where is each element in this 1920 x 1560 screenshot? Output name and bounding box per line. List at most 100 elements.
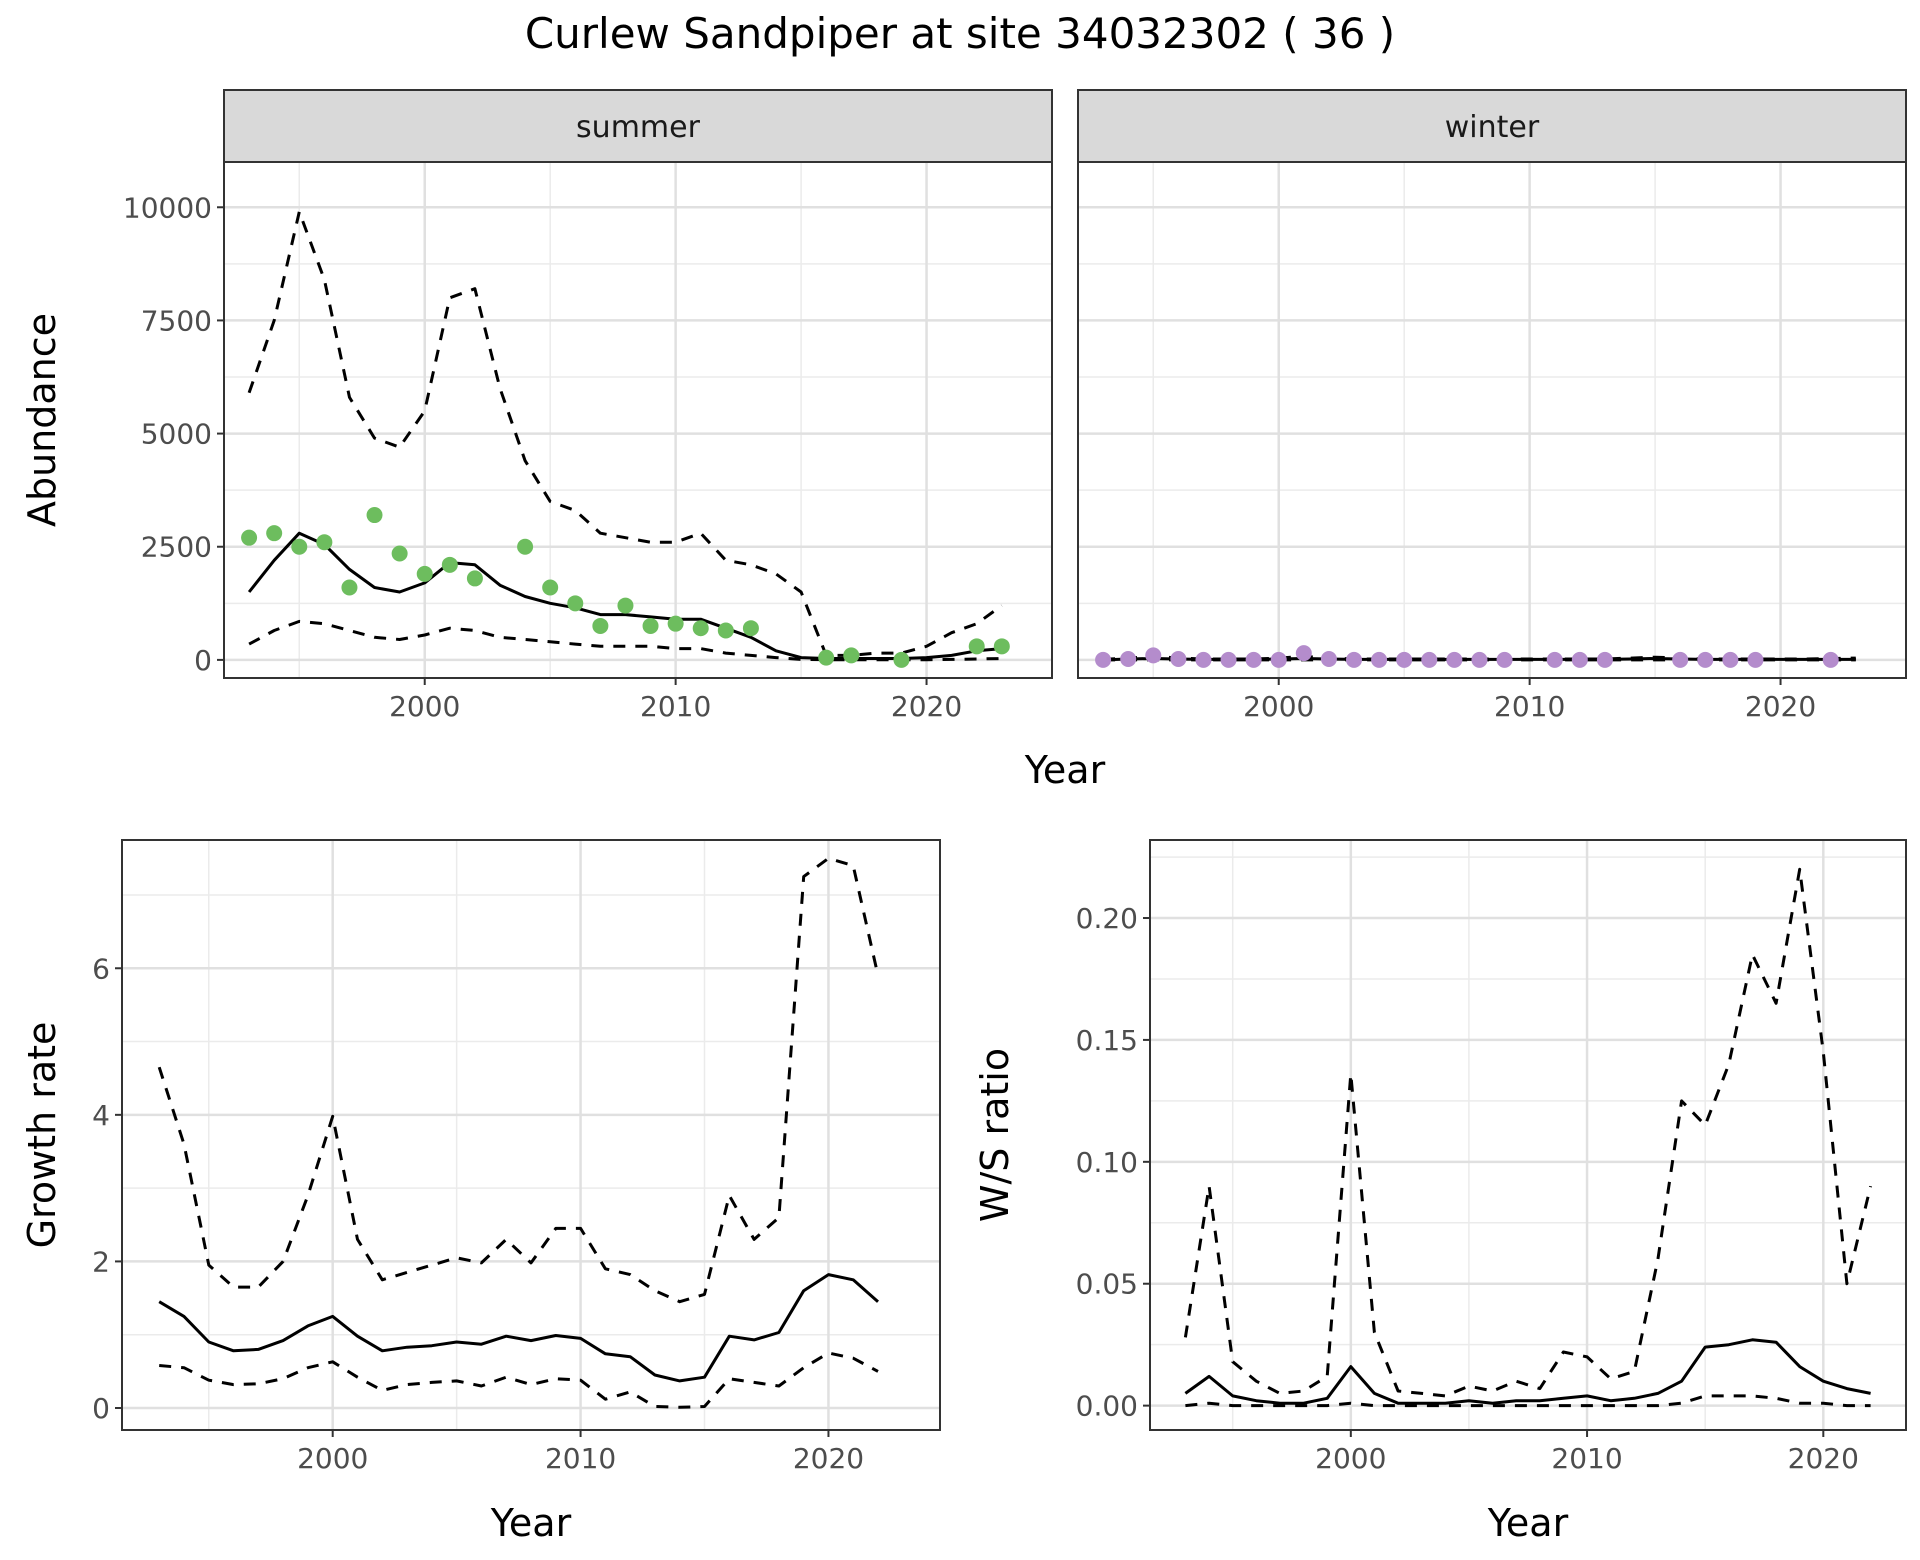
winter-observed-point xyxy=(1346,651,1362,668)
x-tick-label: 2000 xyxy=(1315,1442,1386,1475)
winter-gridlines xyxy=(1078,162,1906,678)
x-tick-label: 2010 xyxy=(640,690,711,723)
summer-observed-point xyxy=(968,638,985,655)
summer-upper-line xyxy=(247,210,1003,657)
summer-estimate-line xyxy=(247,531,1002,660)
ratio-plot-border xyxy=(1149,839,1907,1431)
summer-observed-point xyxy=(416,565,433,582)
summer-observed-point xyxy=(517,538,534,555)
summer-observed-point xyxy=(466,570,483,587)
summer-observed-point xyxy=(742,620,759,637)
ratio-ticks: 2000 2010 2020 0.00 0.05 0.10 0.15 0.20 xyxy=(1076,902,1859,1475)
summer-observed-point xyxy=(316,534,333,551)
summer-lower-line xyxy=(248,619,1002,662)
y-tick-label: 2 xyxy=(92,1245,110,1278)
summer-observed-point xyxy=(441,556,458,573)
y-tick-label: 0.00 xyxy=(1076,1390,1138,1423)
summer-observed-point xyxy=(567,595,584,612)
y-tick-label: 0.20 xyxy=(1076,902,1138,935)
winter-observed-point xyxy=(1596,651,1613,668)
abundance-panel: summer winter 2000 2010 2020 2000 2010 202002… xyxy=(20,89,1907,792)
summer-facet: summer xyxy=(223,89,1053,679)
ratio-y-title: W/S ratio xyxy=(973,1048,1017,1222)
summer-observed-point xyxy=(592,617,609,634)
y-tick-label: 0 xyxy=(92,1392,110,1425)
y-tick-label: 0 xyxy=(194,644,212,677)
y-tick-label: 0.10 xyxy=(1076,1146,1138,1179)
winter-strip-label: winter xyxy=(1445,110,1540,145)
winter-observed-point xyxy=(1220,651,1237,668)
summer-observed-point xyxy=(617,597,634,614)
winter-strip xyxy=(1077,89,1907,163)
winter-observed-point xyxy=(1672,651,1689,668)
summer-observed-point xyxy=(341,579,358,596)
x-tick-label: 2010 xyxy=(1551,1442,1622,1475)
y-tick-label: 0.15 xyxy=(1076,1024,1138,1057)
winter-observed-point xyxy=(1446,651,1463,668)
summer-observed-point xyxy=(993,638,1010,655)
summer-observed-point xyxy=(291,538,308,555)
growth-lower-line xyxy=(159,1351,879,1409)
x-tick-label: 2020 xyxy=(793,1442,864,1475)
growth-ticks: 2000 2010 2020 0 2 4 6 xyxy=(92,952,864,1475)
ratio-x-title: Year xyxy=(1487,1501,1569,1545)
winter-marks xyxy=(1095,645,1856,668)
x-tick-label: 2000 xyxy=(297,1442,368,1475)
summer-strip xyxy=(223,89,1053,163)
summer-observed-point xyxy=(893,651,910,668)
summer-marks xyxy=(241,210,1010,668)
summer-observed-point xyxy=(667,615,684,632)
winter-observed-point xyxy=(1095,651,1112,668)
x-tick-label: 2010 xyxy=(1494,690,1565,723)
x-tick-label: 2020 xyxy=(891,690,962,723)
y-tick-label: 10000 xyxy=(123,191,212,224)
winter-observed-point xyxy=(1421,651,1438,668)
y-tick-label: 0.05 xyxy=(1076,1268,1138,1301)
winter-observed-point xyxy=(1371,651,1388,668)
winter-observed-point xyxy=(1722,651,1739,668)
winter-observed-point xyxy=(1496,651,1513,668)
winter-observed-point xyxy=(1195,651,1212,668)
y-tick-label: 2500 xyxy=(141,531,212,564)
winter-observed-point xyxy=(1697,651,1714,668)
winter-observed-point xyxy=(1245,651,1262,668)
x-tick-label: 2020 xyxy=(1788,1442,1859,1475)
x-tick-label: 2020 xyxy=(1745,690,1816,723)
abundance-y-title: Abundance xyxy=(20,313,64,527)
summer-observed-point xyxy=(366,507,383,524)
growth-panel: 2000 2010 2020 0 2 4 6 Year Growth rate xyxy=(20,839,941,1545)
winter-observed-point xyxy=(1295,645,1312,662)
ratio-estimate-line xyxy=(1184,1338,1871,1405)
winter-plot-border xyxy=(1077,161,1907,679)
abundance-ticks: 2000 2010 2020 2000 2010 2020 0 2500 5000 7500 100… xyxy=(123,191,1816,723)
winter-observed-point xyxy=(1270,651,1287,668)
winter-observed-point xyxy=(1170,650,1187,667)
winter-observed-point xyxy=(1396,651,1413,668)
winter-observed-point xyxy=(1822,651,1839,668)
summer-observed-point xyxy=(241,529,258,546)
winter-observed-point xyxy=(1571,651,1588,668)
summer-observed-point xyxy=(542,579,559,596)
summer-plot-border xyxy=(223,161,1053,679)
summer-observed-point xyxy=(391,545,408,562)
y-tick-label: 5000 xyxy=(141,418,212,451)
ratio-lower-line xyxy=(1185,1394,1871,1408)
summer-observed-point xyxy=(642,617,659,634)
summer-observed-point xyxy=(692,620,709,637)
y-tick-label: 6 xyxy=(92,952,110,985)
summer-strip-label: summer xyxy=(576,110,701,145)
ratio-marks xyxy=(1183,867,1873,1408)
winter-observed-point xyxy=(1120,650,1137,667)
summer-gridlines xyxy=(224,162,1052,678)
winter-observed-point xyxy=(1471,651,1488,668)
winter-observed-point xyxy=(1145,647,1162,664)
summer-observed-point xyxy=(717,622,734,639)
ratio-panel: 2000 2010 2020 0.00 0.05 0.10 0.15 0.20 Year W/… xyxy=(973,839,1907,1545)
growth-plot-border xyxy=(121,839,941,1431)
abundance-x-title: Year xyxy=(1024,748,1106,792)
winter-observed-point xyxy=(1546,651,1563,668)
ratio-upper-line xyxy=(1183,867,1873,1398)
y-tick-label: 7500 xyxy=(141,304,212,337)
y-tick-label: 4 xyxy=(92,1099,110,1132)
